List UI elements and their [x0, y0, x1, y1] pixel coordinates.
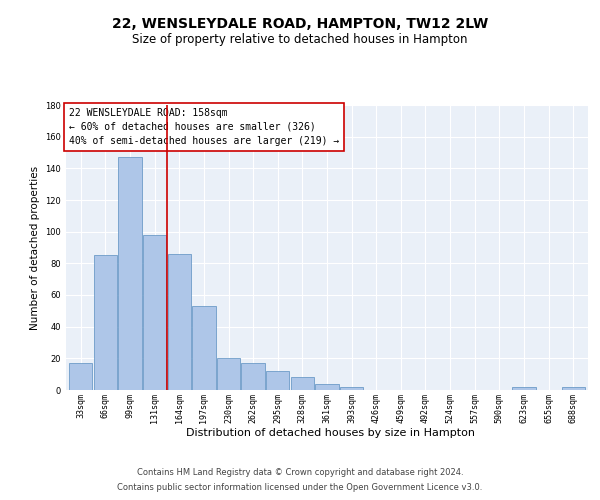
Text: 22, WENSLEYDALE ROAD, HAMPTON, TW12 2LW: 22, WENSLEYDALE ROAD, HAMPTON, TW12 2LW	[112, 18, 488, 32]
Bar	[266, 371, 289, 390]
Bar	[562, 387, 585, 390]
Text: Distribution of detached houses by size in Hampton: Distribution of detached houses by size …	[185, 428, 475, 438]
Bar	[241, 363, 265, 390]
Bar	[217, 358, 240, 390]
Y-axis label: Number of detached properties: Number of detached properties	[30, 166, 40, 330]
Bar	[512, 387, 536, 390]
Bar	[290, 378, 314, 390]
Bar	[316, 384, 338, 390]
Bar	[69, 363, 92, 390]
Text: Contains public sector information licensed under the Open Government Licence v3: Contains public sector information licen…	[118, 483, 482, 492]
Bar	[143, 235, 166, 390]
Text: 22 WENSLEYDALE ROAD: 158sqm
← 60% of detached houses are smaller (326)
40% of se: 22 WENSLEYDALE ROAD: 158sqm ← 60% of det…	[68, 108, 339, 146]
Bar	[340, 387, 364, 390]
Bar	[118, 158, 142, 390]
Text: Size of property relative to detached houses in Hampton: Size of property relative to detached ho…	[132, 32, 468, 46]
Bar	[167, 254, 191, 390]
Bar	[192, 306, 215, 390]
Text: Contains HM Land Registry data © Crown copyright and database right 2024.: Contains HM Land Registry data © Crown c…	[137, 468, 463, 477]
Bar	[94, 256, 117, 390]
